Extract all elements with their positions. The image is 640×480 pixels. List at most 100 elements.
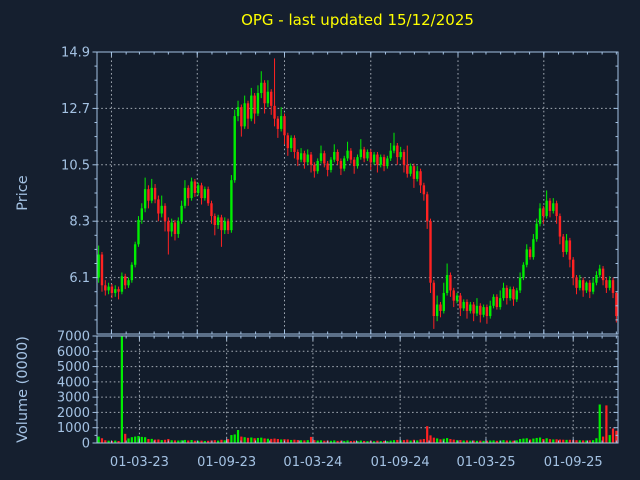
candle-body <box>170 222 173 232</box>
volume-bar <box>615 430 618 443</box>
candle-body <box>402 151 406 165</box>
candle-body <box>233 116 236 181</box>
candle-body <box>611 280 615 293</box>
volume-bar <box>422 439 425 443</box>
volume-bar <box>286 439 289 443</box>
volume-bar <box>416 440 419 443</box>
volume-bar <box>558 439 562 443</box>
volume-bar <box>97 436 100 443</box>
volume-bar <box>568 439 571 443</box>
candle-body <box>565 240 568 252</box>
candle-body <box>187 187 190 199</box>
volume-bar <box>376 440 379 443</box>
tick-label: 10.5 <box>61 158 90 173</box>
candle-body <box>223 221 226 231</box>
candle-body <box>180 205 183 222</box>
volume-bar <box>127 438 130 443</box>
volume-bar <box>193 440 196 443</box>
candle-body <box>240 107 243 127</box>
candle-body <box>502 287 505 299</box>
volume-bar <box>372 441 376 443</box>
volume-bar <box>452 439 455 443</box>
volume-bar <box>562 439 565 443</box>
candle-body <box>253 95 256 114</box>
candle-body <box>581 280 585 291</box>
candle-body <box>575 277 578 288</box>
volume-bar <box>246 437 250 443</box>
candle-body <box>203 189 207 199</box>
candle-body <box>492 296 495 306</box>
candle-body <box>359 149 363 158</box>
volume-bar <box>213 440 216 443</box>
candle-body <box>598 268 601 276</box>
volume-bar <box>124 433 127 443</box>
volume-bar <box>532 438 535 443</box>
candle-body <box>558 216 562 237</box>
candle-body <box>210 203 213 217</box>
tick-label: 7000 <box>57 330 90 345</box>
candle-body <box>572 259 575 278</box>
candle-body <box>97 254 100 278</box>
candle-body <box>153 187 157 200</box>
volume-bar <box>396 439 399 443</box>
candle-body <box>605 280 608 288</box>
candle-body <box>396 145 399 158</box>
volume-bar <box>582 440 585 443</box>
candle-body <box>299 153 303 160</box>
candle-body <box>376 154 379 165</box>
candle-body <box>130 264 134 281</box>
plot-backgrounds <box>97 52 618 443</box>
candle-body <box>114 289 117 293</box>
candle-body <box>508 289 512 299</box>
volume-bar <box>402 440 406 443</box>
volume-bar <box>592 440 595 443</box>
volume-bar <box>240 436 243 443</box>
volume-bar <box>552 439 555 443</box>
volume-bar <box>426 426 429 443</box>
candle-body <box>306 154 309 163</box>
volume-bar <box>409 440 412 443</box>
candle-body <box>230 180 233 231</box>
volume-bar <box>266 438 270 443</box>
volume-bar <box>226 439 230 443</box>
volume-bar <box>117 441 120 443</box>
volume-bar <box>359 440 362 443</box>
volume-bar <box>588 440 591 443</box>
volume-bar <box>296 440 299 443</box>
tick-label: 5000 <box>57 360 90 375</box>
volume-bar <box>509 440 512 443</box>
tick-label: 3000 <box>57 391 90 406</box>
volume-bar <box>243 437 246 443</box>
candle-body <box>601 268 605 281</box>
candle-body <box>296 151 299 160</box>
candle-body <box>555 203 558 217</box>
candle-body <box>323 153 326 164</box>
volume-bar <box>187 440 190 443</box>
candle-body <box>429 221 432 283</box>
volume-bar <box>545 438 548 443</box>
volume-bar <box>160 440 163 443</box>
volume-bar <box>386 441 389 443</box>
candle-body <box>120 276 124 292</box>
candle-body <box>528 249 532 258</box>
tick-label: 14.9 <box>61 46 90 61</box>
candle-body <box>316 160 319 172</box>
volume-bar <box>223 440 226 443</box>
candle-body <box>110 286 114 293</box>
candle-body <box>452 290 455 301</box>
candle-body <box>183 187 187 206</box>
candle-body <box>349 150 353 160</box>
volume-bar <box>233 434 236 443</box>
volume-bar <box>462 440 465 443</box>
candle-body <box>197 185 200 193</box>
volume-bar <box>608 435 611 443</box>
candle-body <box>585 282 588 291</box>
candle-body <box>270 91 273 106</box>
tick-label: 1000 <box>57 421 90 436</box>
candle-body <box>505 287 509 299</box>
volume-bar <box>432 437 435 443</box>
candle-body <box>392 145 396 151</box>
volume-bar <box>336 440 339 443</box>
candle-body <box>412 166 416 179</box>
